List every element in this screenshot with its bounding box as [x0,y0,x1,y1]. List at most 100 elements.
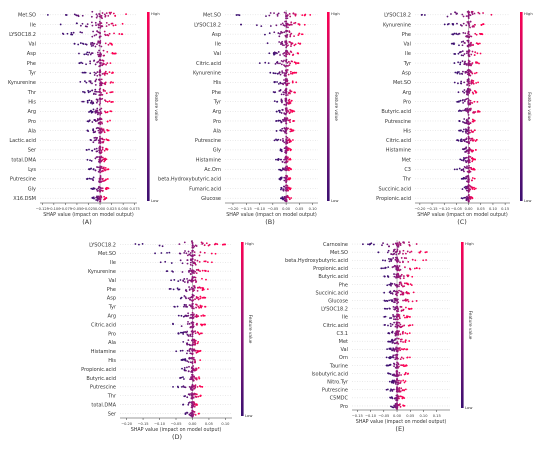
feature-label: Histamine [386,148,411,154]
shap-point [400,374,402,376]
shap-point [191,288,194,291]
shap-point [191,313,193,316]
shap-point [191,332,194,335]
shap-point [106,110,109,113]
shap-point [285,88,287,91]
shap-point [288,64,291,67]
shap-point [462,70,464,73]
shap-point [99,188,101,191]
shap-point [188,279,191,282]
shap-point [98,44,101,47]
shap-point [104,99,106,102]
shap-point [280,100,283,102]
shap-panel-a: Met.SOIleLYSOC18.2ValAspPheTyrKynurenine… [8,10,160,226]
shap-point [284,100,287,103]
shap-point [99,64,101,67]
shap-point [396,331,398,334]
shap-point [104,166,107,169]
shap-point [397,363,400,366]
shap-point [91,35,94,38]
shap-point [298,32,301,35]
shap-point [195,281,197,284]
feature-label: Asp [107,296,116,302]
feature-label: Arg [212,109,221,115]
feature-label: Met [402,157,411,163]
shap-point [282,168,284,171]
shap-point [192,316,194,319]
x-tick-label: 0.15 [501,207,509,211]
shap-point [179,349,182,352]
shap-point [260,25,263,28]
x-tick-label: −0.10 [365,414,377,418]
shap-point [399,382,401,385]
shap-point [468,82,471,85]
shap-point [98,91,101,94]
shap-point [194,315,197,318]
shap-point [466,130,469,133]
shap-point [99,165,102,168]
shap-point [192,299,195,302]
shap-point [110,22,113,25]
x-tick-label: 0.00 [282,207,291,211]
shap-point [192,367,195,370]
feature-label: Val [109,278,117,284]
shap-point [173,305,176,308]
shap-point [203,251,206,254]
feature-label: Arg [27,109,36,115]
shap-point [103,82,106,85]
shap-point [382,242,384,245]
shap-point [134,243,137,245]
shap-point [103,30,106,33]
shap-point [284,97,287,100]
shap-point [385,356,388,359]
shap-point [108,23,110,26]
shap-point [403,257,406,259]
shap-point [475,91,478,94]
shap-point [396,341,399,344]
shap-point [76,22,78,25]
x-tick-label: −0.10 [254,207,266,211]
shap-point [459,61,462,64]
shap-point [390,253,393,256]
shap-point [94,21,97,24]
shap-point [99,110,102,113]
shap-point [468,88,471,91]
shap-point [97,118,100,121]
shap-point [389,307,391,310]
shap-point [110,91,113,94]
feature-label: Phe [339,282,348,288]
shap-point [186,262,189,265]
shap-point [195,272,198,275]
shap-point [395,292,398,295]
shap-point [387,266,390,268]
shap-point [91,110,94,113]
shap-point [281,127,284,130]
feature-label: Citric.acid [196,61,221,67]
shap-point [105,188,108,191]
shap-point [198,260,201,263]
shap-point [395,253,398,256]
shap-point [404,252,407,255]
shap-point [91,82,93,85]
shap-point [465,15,468,18]
shap-point [273,91,276,94]
feature-label: Kynurenine [88,269,116,275]
colorbar-high-label: High [151,11,160,16]
shap-point [470,168,473,171]
shap-point [280,186,283,189]
shap-point [99,24,101,27]
shap-point [472,149,475,152]
shap-point [191,293,194,296]
shap-point [196,350,199,353]
shap-point [103,131,106,134]
shap-point [287,26,289,29]
shap-point [90,52,93,54]
shap-point [84,43,87,46]
shap-point [191,249,194,252]
shap-point [285,109,288,112]
shap-point [284,78,287,80]
shap-point [98,166,101,169]
shap-point [92,196,95,199]
shap-point [470,35,473,38]
